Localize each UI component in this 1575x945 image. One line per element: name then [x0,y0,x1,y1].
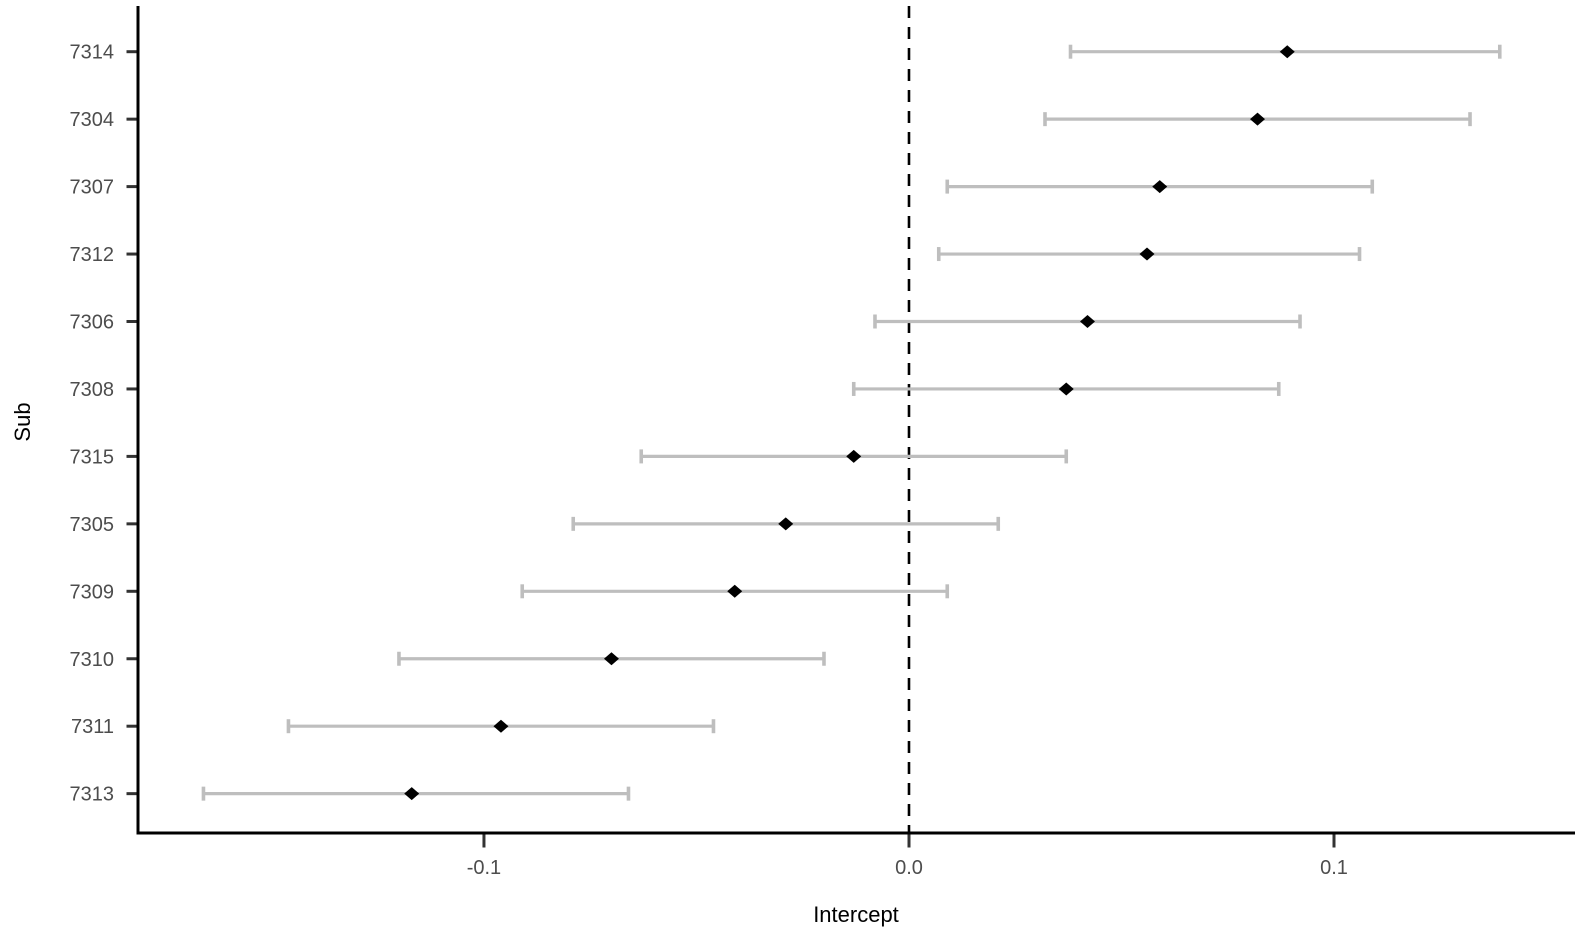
y-tick-label: 7311 [71,716,114,738]
plot-panel: -0.1 0.0 0.1 7314 7304 7307 7312 7306 7308 7315 73… [70,6,1575,879]
point-estimate [846,449,862,463]
y-tick-label: 7315 [70,446,115,468]
point-estimate [1279,45,1295,59]
point-estimate [1058,382,1074,396]
y-tick-label: 7313 [70,784,115,806]
y-tick-label: 7312 [70,244,115,266]
y-tick-label: 7306 [70,312,115,334]
point-estimate [603,652,619,666]
y-tick-label: 7308 [70,379,115,401]
y-tick-label: 7305 [70,514,115,536]
x-tick-label: 0.0 [895,857,923,879]
point-estimate [778,517,794,531]
y-tick-label: 7310 [70,649,115,671]
point-estimate [1152,180,1168,194]
y-tick-label: 7307 [70,177,115,199]
point-estimate [727,584,743,598]
point-estimate [1250,112,1266,126]
y-tick-label: 7304 [70,109,115,131]
point-estimate [493,719,509,733]
y-tick-label: 7309 [70,581,115,603]
x-tick-label: -0.1 [467,857,501,879]
x-tick-label: 0.1 [1320,857,1348,879]
x-axis-title: Intercept [813,902,899,927]
point-estimate [1079,315,1095,328]
y-tick-label: 7314 [70,42,115,64]
point-estimate [1139,247,1155,261]
y-axis-title: Sub [10,402,35,441]
point-estimate [404,787,420,801]
